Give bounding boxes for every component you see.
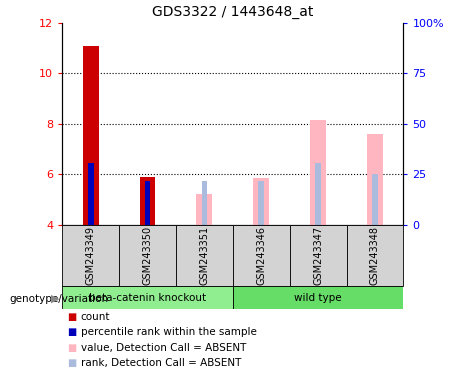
Bar [367, 134, 383, 225]
Bar [233, 286, 403, 309]
Text: ■: ■ [67, 358, 76, 368]
Bar [310, 120, 326, 225]
Bar [347, 225, 403, 286]
Text: GSM243349: GSM243349 [86, 226, 96, 285]
Text: GSM243347: GSM243347 [313, 226, 323, 285]
Text: ■: ■ [67, 312, 76, 322]
Text: genotype/variation: genotype/variation [9, 294, 108, 304]
Bar [372, 174, 378, 225]
Text: GSM243351: GSM243351 [199, 226, 209, 285]
Bar [88, 163, 94, 225]
Bar [290, 225, 347, 286]
Bar [201, 180, 207, 225]
Bar [62, 225, 119, 286]
Text: ■: ■ [67, 327, 76, 337]
Bar [253, 178, 269, 225]
Title: GDS3322 / 1443648_at: GDS3322 / 1443648_at [152, 5, 313, 19]
Bar [83, 46, 99, 225]
Bar [258, 180, 264, 225]
Bar [119, 225, 176, 286]
Bar [62, 286, 233, 309]
Bar [145, 180, 150, 225]
Bar [233, 225, 290, 286]
Bar [196, 194, 213, 225]
Text: wild type: wild type [294, 293, 342, 303]
Text: GSM243350: GSM243350 [142, 226, 153, 285]
Bar [176, 225, 233, 286]
Text: value, Detection Call = ABSENT: value, Detection Call = ABSENT [81, 343, 246, 353]
Text: ▶: ▶ [51, 294, 59, 304]
Text: beta-catenin knockout: beta-catenin knockout [89, 293, 206, 303]
Text: percentile rank within the sample: percentile rank within the sample [81, 327, 257, 337]
Text: GSM243348: GSM243348 [370, 226, 380, 285]
Text: rank, Detection Call = ABSENT: rank, Detection Call = ABSENT [81, 358, 241, 368]
Text: GSM243346: GSM243346 [256, 226, 266, 285]
Text: ■: ■ [67, 343, 76, 353]
Bar [140, 177, 155, 225]
Bar [315, 163, 321, 225]
Text: count: count [81, 312, 110, 322]
